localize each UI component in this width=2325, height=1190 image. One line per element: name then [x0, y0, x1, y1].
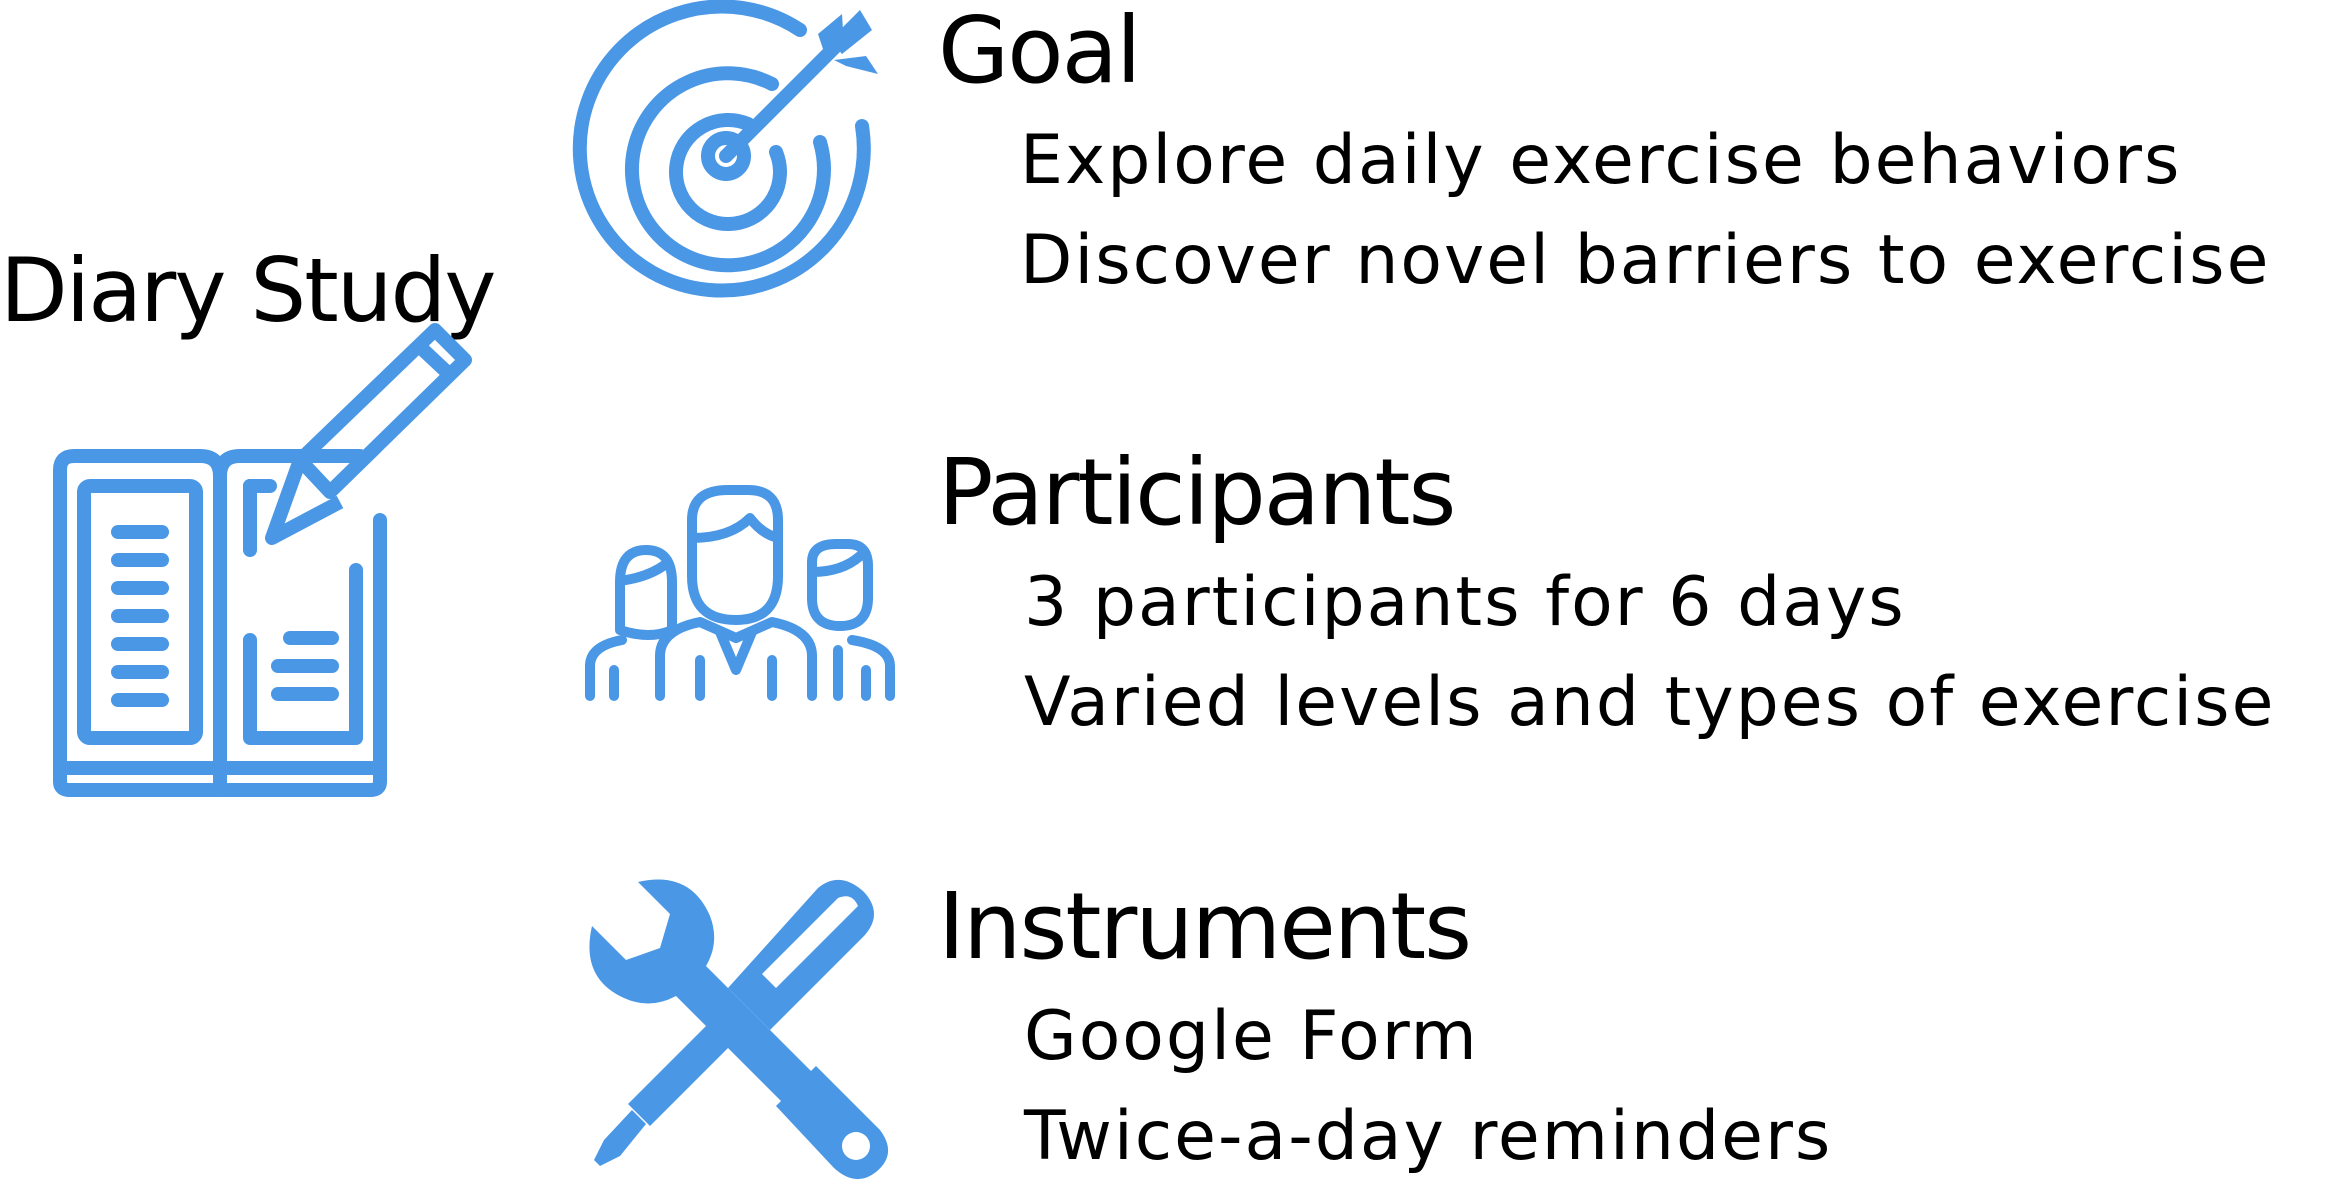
target-arrow-icon: [572, 0, 878, 298]
goal-item-2: Discover novel barriers to exercise: [1020, 221, 2271, 300]
goal-heading: Goal: [938, 0, 1142, 104]
goal-item-1: Explore daily exercise behaviors: [1020, 121, 2182, 200]
instruments-item-2: Twice-a-day reminders: [1024, 1097, 1833, 1176]
wrench-screwdriver-icon: [589, 879, 889, 1180]
participants-item-2: Varied levels and types of exercise: [1024, 663, 2276, 742]
diary-book-pencil-icon: [53, 323, 472, 797]
instruments-item-1: Google Form: [1024, 997, 1479, 1076]
participants-item-1: 3 participants for 6 days: [1024, 563, 1906, 642]
diary-study-title: Diary Study: [0, 239, 496, 342]
instruments-heading: Instruments: [938, 873, 1472, 980]
participants-heading: Participants: [938, 439, 1456, 546]
group-people-icon: [585, 485, 895, 701]
